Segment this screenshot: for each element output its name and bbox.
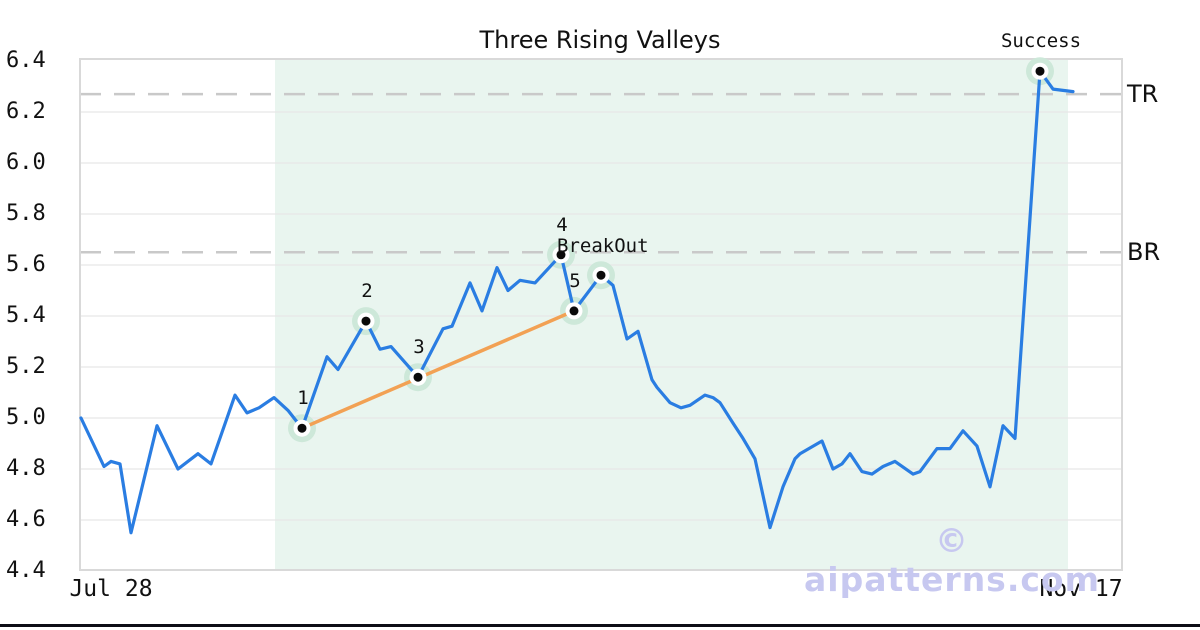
y-tick-label: 5.8 (6, 201, 46, 226)
tr-label: TR (1127, 80, 1159, 109)
y-tick-label: 6.0 (6, 150, 46, 175)
watermark-text: © aipatterns.com (804, 521, 1100, 599)
x-tick-label: Jul 28 (69, 576, 153, 602)
point-label-5: 5 (569, 269, 581, 292)
bottom-divider-bar (0, 624, 1200, 627)
valley-trendline (300, 309, 576, 430)
y-tick-label: 5.4 (6, 303, 46, 328)
y-tick-label: 4.6 (6, 507, 46, 532)
x-tick-label: Nov 17 (1039, 576, 1123, 602)
marker-dot (569, 306, 579, 316)
point-label-3: 3 (413, 336, 425, 359)
marker-dot (297, 423, 307, 433)
point-label-4: 4 (556, 213, 568, 236)
br-label: BR (1127, 238, 1161, 267)
y-tick-label: 4.8 (6, 456, 46, 481)
point-label-success: Success (1000, 30, 1082, 53)
marker-dot (413, 372, 423, 382)
point-label-2: 2 (361, 280, 373, 303)
y-tick-label: 6.2 (6, 99, 46, 124)
plot-border (79, 58, 1123, 571)
point-label-1: 1 (297, 387, 309, 410)
marker-dot (1035, 66, 1045, 76)
breakout-label: BreakOut (557, 234, 649, 257)
price-line (79, 69, 1075, 535)
marker-dot (556, 250, 566, 260)
chart-title: Three Rising Valleys (479, 26, 721, 54)
y-tick-label: 6.4 (6, 48, 46, 73)
y-tick-label: 5.2 (6, 354, 46, 379)
marker-dot (361, 316, 371, 326)
y-tick-label: 5.6 (6, 252, 46, 277)
pattern-region (275, 59, 1068, 570)
y-tick-label: 4.4 (6, 558, 46, 583)
marker-dot (596, 270, 606, 280)
y-tick-label: 5.0 (6, 405, 46, 430)
